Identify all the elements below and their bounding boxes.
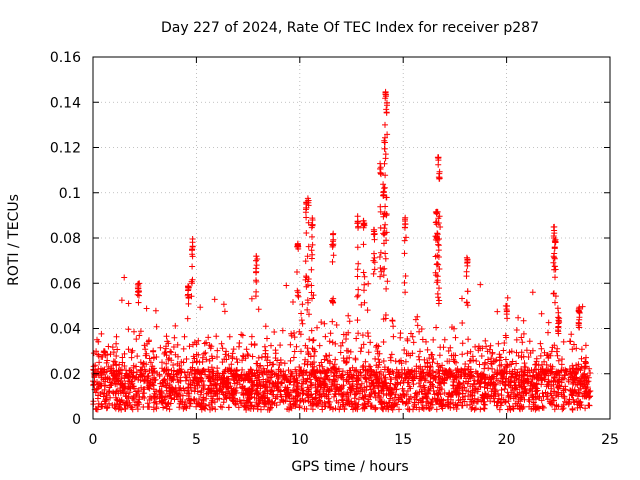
y-axis-label: ROTI / TECUs xyxy=(6,194,22,286)
y-tick-label: 0.08 xyxy=(50,231,81,247)
roti-point-markers xyxy=(90,88,594,413)
x-tick-label: 20 xyxy=(498,432,516,448)
y-tick-label: 0.04 xyxy=(50,322,81,338)
scatter-points xyxy=(90,88,594,413)
chart-title: Day 227 of 2024, Rate Of TEC Index for r… xyxy=(161,20,539,36)
x-tick-label: 10 xyxy=(291,432,309,448)
x-tick-label: 15 xyxy=(394,432,412,448)
y-tick-label: 0.16 xyxy=(50,50,81,66)
y-tick-label: 0 xyxy=(72,412,81,428)
x-tick-label: 5 xyxy=(192,432,201,448)
y-tick-label: 0.12 xyxy=(50,141,81,157)
y-tick-label: 0.14 xyxy=(50,95,81,111)
axis-ticks: 0 5 10 15 20 25 0 0.02 0.04 0.06 0.08 0.1 0.12 0.14 0.… xyxy=(50,50,619,448)
x-axis-label: GPS time / hours xyxy=(291,459,408,475)
grid xyxy=(93,57,610,419)
x-tick-label: 0 xyxy=(89,432,98,448)
y-tick-label: 0.02 xyxy=(50,367,81,383)
x-tick-label: 25 xyxy=(601,432,619,448)
y-tick-label: 0.1 xyxy=(59,186,81,202)
y-tick-label: 0.06 xyxy=(50,276,81,292)
